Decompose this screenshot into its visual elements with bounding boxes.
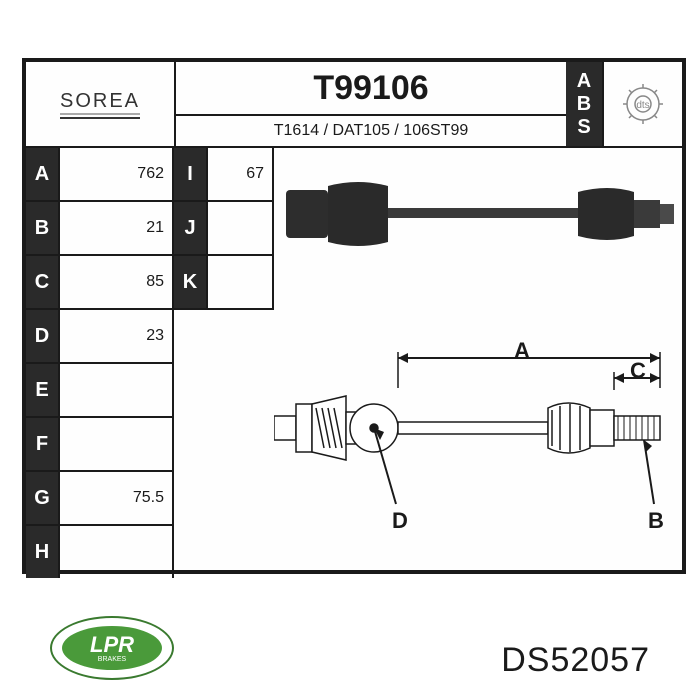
spec-val <box>208 256 274 308</box>
brand-cell: SOREA <box>26 62 176 146</box>
body-row: A762B21C85D23EFG75.5H I67JK <box>26 148 682 568</box>
header-row: SOREA T99106 T1614 / DAT105 / 106ST99 A … <box>26 62 682 148</box>
spec-val: 762 <box>60 148 174 200</box>
brand-underline <box>60 117 140 119</box>
part-code: DS52057 <box>501 641 650 680</box>
spec-table-left: A762B21C85D23EFG75.5H <box>26 148 174 568</box>
spec-val: 67 <box>208 148 274 200</box>
spec-row-A: A762 <box>26 148 174 202</box>
title-cell: T99106 T1614 / DAT105 / 106ST99 <box>176 62 566 146</box>
spec-row-I: I67 <box>174 148 274 202</box>
lpr-oval: LPR BRAKES <box>50 616 174 680</box>
spec-row-G: G75.5 <box>26 472 174 526</box>
brand-text: SOREA <box>60 90 140 113</box>
spec-row-E: E <box>26 364 174 418</box>
abs-column: A B S <box>566 62 604 146</box>
dts-text: dts <box>636 100 649 111</box>
spec-key: K <box>174 256 208 308</box>
spec-frame: SOREA T99106 T1614 / DAT105 / 106ST99 A … <box>22 58 686 574</box>
dim-label-a: A <box>514 338 530 364</box>
spec-val <box>60 364 174 416</box>
spec-row-J: J <box>174 202 274 256</box>
sub-reference: T1614 / DAT105 / 106ST99 <box>274 116 468 140</box>
spec-key: F <box>26 418 60 470</box>
driveshaft-photo-icon <box>286 182 674 246</box>
spec-key: E <box>26 364 60 416</box>
dim-label-d: D <box>392 508 408 534</box>
spec-table-mid: I67JK <box>174 148 274 568</box>
driveshaft-technical-icon <box>274 352 660 504</box>
lpr-text: LPR <box>90 634 134 656</box>
spec-key: I <box>174 148 208 200</box>
spec-val <box>208 202 274 254</box>
spec-val: 23 <box>60 310 174 362</box>
lpr-inner: LPR BRAKES <box>62 626 162 670</box>
diagram-area: A C D B <box>274 148 682 568</box>
spec-val <box>60 418 174 470</box>
lpr-badge: LPR BRAKES <box>50 616 174 680</box>
spec-key: C <box>26 256 60 308</box>
spec-row-F: F <box>26 418 174 472</box>
spec-val <box>60 526 174 578</box>
dts-column: dts <box>604 62 682 146</box>
spec-row-D: D23 <box>26 310 174 364</box>
spec-key: A <box>26 148 60 200</box>
spec-val: 75.5 <box>60 472 174 524</box>
spec-row-H: H <box>26 526 174 578</box>
spec-row-C: C85 <box>26 256 174 310</box>
main-reference: T99106 <box>176 69 566 116</box>
gear-icon: dts <box>618 79 668 129</box>
abs-b: B <box>577 93 591 116</box>
abs-s: S <box>577 116 590 139</box>
abs-a: A <box>577 70 591 93</box>
spec-key: D <box>26 310 60 362</box>
lpr-subtext: BRAKES <box>98 656 126 663</box>
dim-label-b: B <box>648 508 664 534</box>
spec-key: H <box>26 526 60 578</box>
spec-key: J <box>174 202 208 254</box>
spec-row-B: B21 <box>26 202 174 256</box>
spec-key: B <box>26 202 60 254</box>
spec-val: 85 <box>60 256 174 308</box>
spec-row-K: K <box>174 256 274 310</box>
spec-key: G <box>26 472 60 524</box>
dim-label-c: C <box>630 358 646 384</box>
spec-val: 21 <box>60 202 174 254</box>
